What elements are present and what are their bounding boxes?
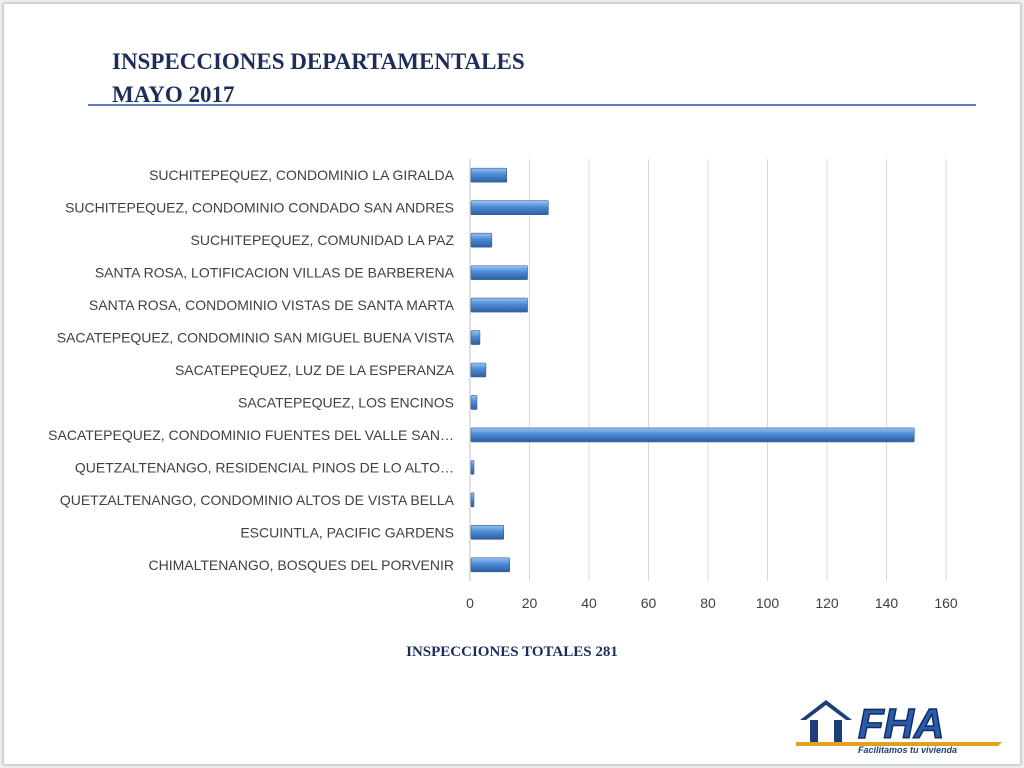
- logo-text: FHA: [858, 700, 944, 747]
- category-label: ESCUINTLA, PACIFIC GARDENS: [240, 524, 454, 540]
- chart-title: INSPECCIONES DEPARTAMENTALES: [112, 49, 525, 74]
- bar: [470, 362, 487, 378]
- bar: [470, 460, 475, 475]
- x-tick-label: 160: [934, 595, 958, 611]
- bar-chart: SUCHITEPEQUEZ, CONDOMINIO LA GIRALDA SUCH…: [48, 159, 958, 611]
- category-label: CHIMALTENANGO, BOSQUES DEL PORVENIR: [149, 557, 454, 573]
- total-inspections-label: INSPECCIONES TOTALES 281: [406, 644, 618, 660]
- category-label: SUCHITEPEQUEZ, CONDOMINIO CONDADO SAN AN…: [65, 200, 454, 216]
- fha-logo: FHA Facilitamos tu vivienda: [796, 699, 1002, 754]
- x-tick-label: 140: [875, 595, 899, 611]
- bar: [470, 297, 528, 313]
- x-tick-label: 100: [756, 595, 780, 611]
- category-label: QUETZALTENANGO, CONDOMINIO ALTOS DE VIST…: [60, 492, 455, 508]
- x-tick-label: 60: [641, 595, 657, 611]
- category-label: QUETZALTENANGO, RESIDENCIAL PINOS DE LO …: [75, 459, 454, 475]
- category-label: SACATEPEQUEZ, CONDOMINIO FUENTES DEL VAL…: [48, 427, 454, 443]
- bar: [470, 265, 528, 280]
- x-tick-label: 80: [700, 595, 716, 611]
- x-tick-label: 120: [815, 595, 839, 611]
- slide: INSPECCIONES DEPARTAMENTALES MAYO 2017 S…: [3, 3, 1021, 765]
- category-label: SACATEPEQUEZ, LUZ DE LA ESPERANZA: [175, 362, 455, 378]
- x-tick-label: 40: [581, 595, 597, 611]
- x-tick-label: 0: [466, 595, 474, 611]
- bar: [470, 557, 510, 573]
- x-tick-label: 20: [522, 595, 538, 611]
- bar: [470, 330, 481, 345]
- chart-subtitle: MAYO 2017: [112, 82, 235, 107]
- logo-tagline: Facilitamos tu vivienda: [858, 745, 957, 754]
- bar: [470, 200, 549, 215]
- grid-lines: [469, 159, 947, 581]
- bar: [470, 427, 915, 443]
- category-label: SANTA ROSA, CONDOMINIO VISTAS DE SANTA M…: [89, 297, 455, 313]
- bar: [470, 232, 493, 248]
- house-icon: [796, 700, 1002, 746]
- bar: [470, 395, 478, 410]
- bar: [470, 525, 505, 540]
- category-label: SUCHITEPEQUEZ, COMUNIDAD LA PAZ: [191, 232, 455, 248]
- category-label: SACATEPEQUEZ, CONDOMINIO SAN MIGUEL BUEN…: [57, 330, 455, 346]
- bar: [470, 492, 475, 508]
- bars: [470, 167, 915, 573]
- category-labels: SUCHITEPEQUEZ, CONDOMINIO LA GIRALDA SUCH…: [48, 167, 454, 573]
- title-divider: [88, 104, 976, 106]
- category-label: SACATEPEQUEZ, LOS ENCINOS: [238, 394, 454, 410]
- bar: [470, 167, 508, 183]
- category-label: SANTA ROSA, LOTIFICACION VILLAS DE BARBE…: [95, 265, 455, 281]
- category-label: SUCHITEPEQUEZ, CONDOMINIO LA GIRALDA: [149, 167, 455, 183]
- x-tick-labels: 0 20 40 60 80 100 120 140 160: [466, 595, 958, 611]
